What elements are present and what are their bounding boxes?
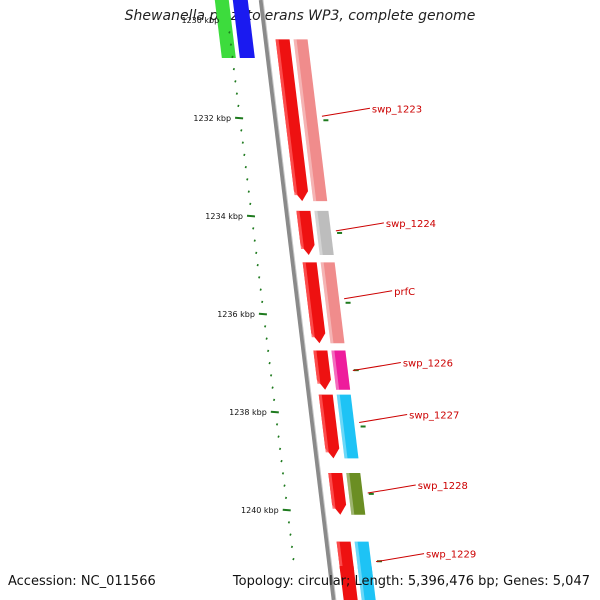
gene-cog-band (331, 350, 351, 390)
scale-minor-tick (244, 165, 247, 169)
scale-label: 1238 kbp (229, 408, 267, 417)
scale-minor-tick (290, 545, 294, 549)
scale-minor-tick (240, 129, 243, 132)
gene-cog-shade (320, 262, 334, 344)
scale-label: 1232 kbp (193, 114, 231, 123)
scale-label: 1236 kbp (217, 310, 255, 319)
gene-cog-band (314, 210, 334, 255)
scale-minor-tick (256, 263, 259, 267)
gene-label: swp_1227 (409, 411, 459, 422)
scale-minor-tick (253, 239, 256, 242)
backbone-highlight (262, 0, 337, 600)
scale-minor-tick (252, 227, 255, 230)
partial-gene-bottom-red (339, 566, 358, 600)
scale-minor-tick (241, 141, 244, 144)
gene-cog-shade (314, 210, 323, 255)
scale-minor-tick (283, 484, 286, 487)
gene-arrow-shade (313, 350, 321, 384)
gene-arrow (275, 39, 309, 202)
scale-major-tick (246, 214, 256, 218)
gene-arrow (302, 262, 326, 344)
scale-major-tick (282, 508, 291, 512)
gene-arrow (318, 394, 340, 459)
scale-minor-tick (284, 496, 288, 500)
gene-label-leader (321, 107, 371, 117)
scale-minor-tick (267, 349, 270, 353)
backbone-line (258, 0, 336, 600)
scale-minor-tick (237, 104, 240, 108)
scale-minor-tick (287, 521, 291, 524)
scale-minor-tick (278, 447, 282, 451)
scale-minor-tick (264, 325, 267, 328)
gene-label: swp_1228 (418, 481, 468, 492)
gene-cog-shade (331, 350, 340, 390)
gene-arrow-shade (275, 39, 298, 196)
scale-minor-tick (272, 398, 276, 402)
scale-minor-tick (289, 533, 292, 536)
scale-label: 1234 kbp (205, 212, 243, 221)
scale-major-tick (258, 312, 267, 316)
accession-text: Accession: NC_011566 (8, 574, 156, 589)
map-title: Shewanella piezotolerans WP3, complete g… (124, 8, 476, 24)
scale-minor-tick (249, 202, 252, 206)
partial-gene-blue (232, 0, 255, 58)
scale-minor-tick (280, 459, 283, 463)
scale-minor-tick (228, 31, 231, 34)
scale-minor-tick (281, 472, 285, 475)
gene-label-leader (344, 290, 393, 300)
scale-minor-tick (246, 178, 249, 181)
scale-minor-tick (232, 67, 236, 71)
scale-minor-tick (268, 361, 271, 365)
gene-cog-shade (293, 39, 317, 202)
scale-minor-tick (269, 374, 273, 377)
scale-minor-tick (259, 288, 262, 291)
scale-minor-tick (229, 43, 233, 46)
gene-cog-band (320, 262, 345, 344)
scale-minor-tick (261, 300, 264, 304)
scale-minor-tick (265, 337, 268, 340)
gene-arrow-shade (328, 473, 336, 509)
gene-label-leader (359, 414, 408, 423)
scale-minor-tick (277, 435, 280, 438)
scale-major-tick (235, 116, 244, 120)
scale-major-tick (270, 410, 279, 414)
gene-arrow-shade (302, 262, 315, 338)
gene-label-leader (335, 222, 384, 232)
gene-label: swp_1224 (386, 219, 436, 230)
genome-summary-text: Topology: circular; Length: 5,396,476 bp… (232, 574, 590, 589)
gene-cog-band (336, 394, 359, 459)
gene-label: swp_1229 (426, 550, 476, 561)
gene-cog-shade (336, 394, 348, 459)
gene-cog-shade (346, 473, 355, 515)
scale-minor-tick (234, 80, 237, 83)
gene-label: swp_1226 (403, 359, 453, 370)
scale-minor-tick (247, 190, 250, 193)
partial-gene-green (214, 0, 236, 58)
gene-cog-band (346, 473, 366, 515)
gene-arrow-shade (318, 394, 329, 453)
scale-minor-tick (292, 557, 295, 561)
scale-label: 1240 kbp (241, 506, 279, 515)
partial-gene-bottom-cyan (357, 566, 376, 600)
scale-minor-tick (275, 423, 279, 426)
partial-gene-bottom-shade (357, 566, 365, 600)
scale-label: 1230 kbp (181, 16, 219, 25)
scale-minor-tick (271, 386, 274, 389)
gene-label-leader (375, 553, 425, 563)
gene-cog-band (293, 39, 328, 202)
gene-label-leader (352, 362, 401, 372)
scale-minor-tick (231, 55, 234, 59)
scale-minor-tick (243, 153, 246, 157)
scale-minor-tick (255, 251, 258, 255)
gene-label: prfC (394, 287, 415, 298)
scale-minor-tick (258, 276, 261, 279)
scale-minor-tick (235, 92, 238, 95)
gene-label-leader (367, 484, 416, 494)
gene-label: swp_1223 (372, 104, 422, 115)
gene-arrow-shade (296, 210, 305, 249)
